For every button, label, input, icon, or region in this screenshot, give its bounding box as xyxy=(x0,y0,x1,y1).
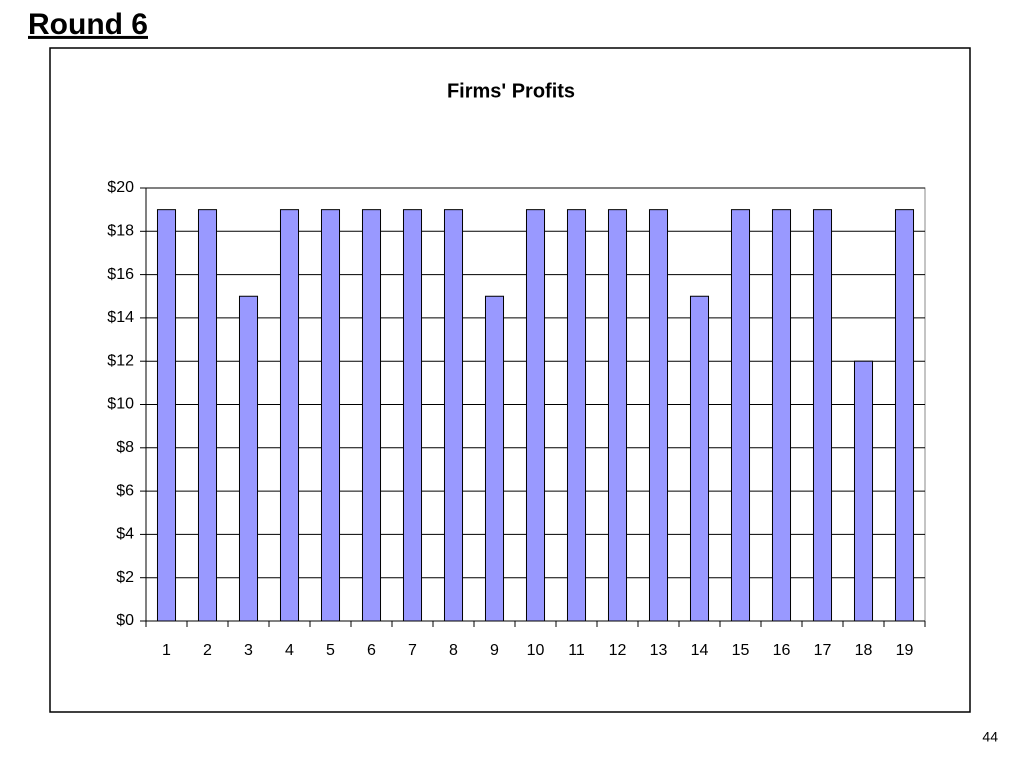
x-tick-label: 14 xyxy=(691,642,709,659)
x-tick-label: 17 xyxy=(814,642,832,659)
bar xyxy=(812,209,833,622)
page-number: 44 xyxy=(982,729,998,745)
x-tick-label: 10 xyxy=(527,642,545,659)
y-tick-label: $0 xyxy=(116,612,134,629)
x-tick-label: 18 xyxy=(855,642,873,659)
bar xyxy=(853,360,874,622)
chart-title: Firms' Profits xyxy=(447,80,575,102)
x-tick-label: 6 xyxy=(367,642,376,659)
x-tick-label: 7 xyxy=(408,642,417,659)
x-tick-label: 13 xyxy=(650,642,668,659)
bar xyxy=(361,209,382,622)
bar xyxy=(566,209,587,622)
x-tick-label: 12 xyxy=(609,642,627,659)
bar xyxy=(525,209,546,622)
x-tick-label: 2 xyxy=(203,642,212,659)
x-tick-label: 16 xyxy=(773,642,791,659)
y-tick-label: $8 xyxy=(116,439,134,456)
x-tick-label: 15 xyxy=(732,642,750,659)
y-tick-label: $2 xyxy=(116,569,134,586)
bar xyxy=(197,209,218,622)
bar xyxy=(156,209,177,622)
x-tick-label: 19 xyxy=(896,642,914,659)
y-tick-label: $16 xyxy=(107,266,134,283)
bar xyxy=(238,295,259,622)
bar xyxy=(689,295,710,622)
x-tick-label: 9 xyxy=(490,642,499,659)
x-tick-label: 5 xyxy=(326,642,335,659)
bar xyxy=(443,209,464,622)
slide-title: Round 6 xyxy=(28,8,148,41)
x-tick-label: 8 xyxy=(449,642,458,659)
bar xyxy=(730,209,751,622)
bar xyxy=(320,209,341,622)
y-tick-label: $4 xyxy=(116,526,134,543)
x-tick-label: 1 xyxy=(162,642,171,659)
x-tick-label: 3 xyxy=(244,642,253,659)
bar xyxy=(402,209,423,622)
y-tick-label: $12 xyxy=(107,352,134,369)
x-tick-label: 4 xyxy=(285,642,294,659)
y-tick-label: $18 xyxy=(107,223,134,240)
bar xyxy=(648,209,669,622)
bar xyxy=(279,209,300,622)
y-tick-label: $20 xyxy=(107,179,134,196)
x-tick-label: 11 xyxy=(568,642,585,659)
bar xyxy=(607,209,628,622)
y-tick-label: $6 xyxy=(116,482,134,499)
y-tick-label: $14 xyxy=(107,309,134,326)
bar xyxy=(484,295,505,622)
bar xyxy=(894,209,915,622)
bar xyxy=(771,209,792,622)
y-tick-label: $10 xyxy=(107,396,134,413)
